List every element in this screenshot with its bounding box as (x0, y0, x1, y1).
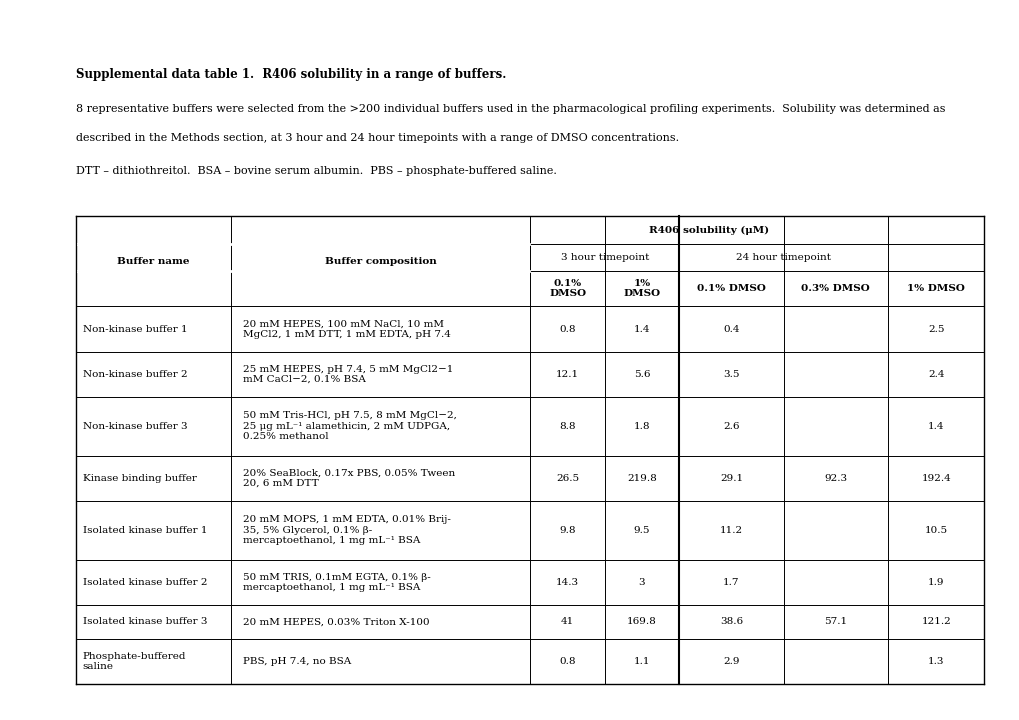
Text: PBS, pH 7.4, no BSA: PBS, pH 7.4, no BSA (243, 657, 351, 666)
Text: Non-kinase buffer 1: Non-kinase buffer 1 (83, 325, 187, 333)
Text: R406 solubility (μM): R406 solubility (μM) (648, 225, 768, 235)
Text: 1.4: 1.4 (927, 422, 944, 431)
Text: 1.7: 1.7 (722, 577, 739, 587)
Text: 3 hour timepoint: 3 hour timepoint (560, 253, 648, 262)
Text: 0.8: 0.8 (558, 657, 576, 666)
Text: 57.1: 57.1 (823, 617, 847, 626)
Text: 2.5: 2.5 (927, 325, 944, 333)
Text: 1% DMSO: 1% DMSO (906, 284, 964, 293)
Text: 0.8: 0.8 (558, 325, 576, 333)
Text: 26.5: 26.5 (555, 474, 579, 483)
Text: 20 mM MOPS, 1 mM EDTA, 0.01% Brij-
35, 5% Glycerol, 0.1% β-
mercaptoethanol, 1 m: 20 mM MOPS, 1 mM EDTA, 0.01% Brij- 35, 5… (243, 516, 450, 545)
Text: 2.4: 2.4 (927, 370, 944, 379)
Text: Kinase binding buffer: Kinase binding buffer (83, 474, 197, 483)
Text: described in the Methods section, at 3 hour and 24 hour timepoints with a range : described in the Methods section, at 3 h… (76, 133, 679, 143)
Text: Non-kinase buffer 2: Non-kinase buffer 2 (83, 370, 187, 379)
Text: 2.6: 2.6 (722, 422, 739, 431)
Text: Buffer name: Buffer name (117, 256, 190, 266)
Text: 10.5: 10.5 (923, 526, 947, 535)
Text: 1%
DMSO: 1% DMSO (623, 279, 660, 299)
Text: DTT – dithiothreitol.  BSA – bovine serum albumin.  PBS – phosphate-buffered sal: DTT – dithiothreitol. BSA – bovine serum… (76, 166, 556, 176)
Text: 1.4: 1.4 (633, 325, 650, 333)
Text: Isolated kinase buffer 3: Isolated kinase buffer 3 (83, 617, 207, 626)
Text: 12.1: 12.1 (555, 370, 579, 379)
Text: 1.8: 1.8 (633, 422, 650, 431)
Text: 0.1%
DMSO: 0.1% DMSO (548, 279, 586, 299)
Text: 1.3: 1.3 (927, 657, 944, 666)
Text: 169.8: 169.8 (627, 617, 656, 626)
Text: 1.9: 1.9 (927, 577, 944, 587)
Text: 50 mM TRIS, 0.1mM EGTA, 0.1% β-
mercaptoethanol, 1 mg mL⁻¹ BSA: 50 mM TRIS, 0.1mM EGTA, 0.1% β- mercapto… (243, 572, 430, 592)
Text: 192.4: 192.4 (920, 474, 950, 483)
Text: 9.5: 9.5 (633, 526, 650, 535)
Text: 8 representative buffers were selected from the >200 individual buffers used in : 8 representative buffers were selected f… (76, 104, 945, 114)
Text: 3: 3 (638, 577, 645, 587)
Text: 50 mM Tris-HCl, pH 7.5, 8 mM MgCl−2,
25 μg mL⁻¹ alamethicin, 2 mM UDPGA,
0.25% m: 50 mM Tris-HCl, pH 7.5, 8 mM MgCl−2, 25 … (243, 411, 457, 441)
Text: 0.4: 0.4 (722, 325, 739, 333)
Text: Isolated kinase buffer 2: Isolated kinase buffer 2 (83, 577, 207, 587)
Text: 1.1: 1.1 (633, 657, 650, 666)
Text: 14.3: 14.3 (555, 577, 579, 587)
Text: 121.2: 121.2 (920, 617, 950, 626)
Text: 5.6: 5.6 (633, 370, 650, 379)
Text: 20 mM HEPES, 0.03% Triton X-100: 20 mM HEPES, 0.03% Triton X-100 (243, 617, 429, 626)
Text: 11.2: 11.2 (719, 526, 742, 535)
Text: 0.3% DMSO: 0.3% DMSO (801, 284, 869, 293)
Text: 2.9: 2.9 (722, 657, 739, 666)
Text: Supplemental data table 1.  R406 solubility in a range of buffers.: Supplemental data table 1. R406 solubili… (76, 68, 506, 81)
Text: 92.3: 92.3 (823, 474, 847, 483)
Text: 29.1: 29.1 (719, 474, 742, 483)
Text: 3.5: 3.5 (722, 370, 739, 379)
Text: 9.8: 9.8 (558, 526, 576, 535)
Text: 0.1% DMSO: 0.1% DMSO (696, 284, 765, 293)
Text: Buffer composition: Buffer composition (324, 256, 436, 266)
Text: 20% SeaBlock, 0.17x PBS, 0.05% Tween
20, 6 mM DTT: 20% SeaBlock, 0.17x PBS, 0.05% Tween 20,… (243, 469, 454, 488)
Text: Phosphate-buffered
saline: Phosphate-buffered saline (83, 652, 186, 671)
Text: 38.6: 38.6 (719, 617, 742, 626)
Text: 219.8: 219.8 (627, 474, 656, 483)
Text: Isolated kinase buffer 1: Isolated kinase buffer 1 (83, 526, 207, 535)
Text: 8.8: 8.8 (558, 422, 576, 431)
Text: 25 mM HEPES, pH 7.4, 5 mM MgCl2−1
mM CaCl−2, 0.1% BSA: 25 mM HEPES, pH 7.4, 5 mM MgCl2−1 mM CaC… (243, 365, 452, 384)
Text: Non-kinase buffer 3: Non-kinase buffer 3 (83, 422, 187, 431)
Text: 24 hour timepoint: 24 hour timepoint (736, 253, 830, 262)
Text: 41: 41 (560, 617, 574, 626)
Text: 20 mM HEPES, 100 mM NaCl, 10 mM
MgCl2, 1 mM DTT, 1 mM EDTA, pH 7.4: 20 mM HEPES, 100 mM NaCl, 10 mM MgCl2, 1… (243, 320, 450, 338)
